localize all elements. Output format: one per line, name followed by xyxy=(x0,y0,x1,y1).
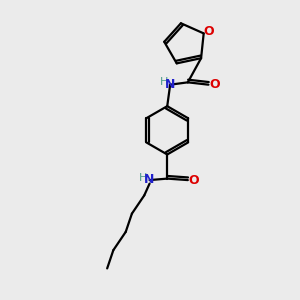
Text: O: O xyxy=(188,174,199,187)
Text: N: N xyxy=(144,173,154,186)
Text: H: H xyxy=(160,77,168,87)
Text: N: N xyxy=(164,78,175,91)
Text: O: O xyxy=(204,26,214,38)
Text: O: O xyxy=(209,78,220,91)
Text: H: H xyxy=(139,173,147,183)
